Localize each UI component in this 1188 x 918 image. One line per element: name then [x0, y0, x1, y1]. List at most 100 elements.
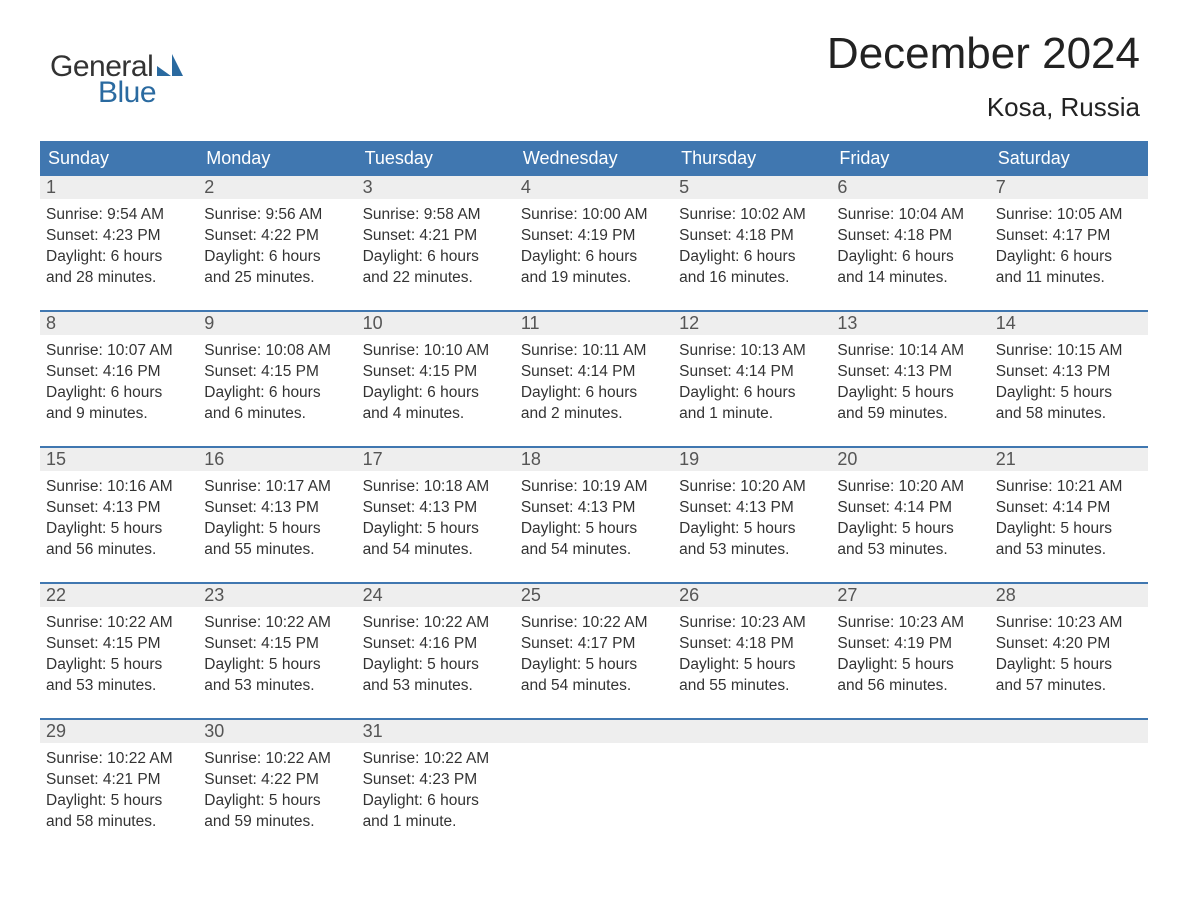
sunrise-line: Sunrise: 10:22 AM	[363, 613, 509, 634]
daylight-line-1: Daylight: 6 hours	[363, 383, 509, 404]
sunrise-line: Sunrise: 10:22 AM	[46, 613, 192, 634]
sunrise-line: Sunrise: 10:23 AM	[996, 613, 1142, 634]
brand-name-2: Blue	[98, 76, 183, 110]
day-cell: 31Sunrise: 10:22 AMSunset: 4:23 PMDaylig…	[357, 720, 515, 840]
day-details: Sunrise: 10:21 AMSunset: 4:14 PMDaylight…	[990, 471, 1148, 567]
sunrise-line: Sunrise: 10:18 AM	[363, 477, 509, 498]
day-number: 28	[990, 584, 1148, 607]
sunset-line: Sunset: 4:13 PM	[363, 498, 509, 519]
sunset-line: Sunset: 4:18 PM	[679, 226, 825, 247]
day-cell: 27Sunrise: 10:23 AMSunset: 4:19 PMDaylig…	[831, 584, 989, 704]
day-number: 9	[198, 312, 356, 335]
sunset-line: Sunset: 4:16 PM	[363, 634, 509, 655]
day-details: Sunrise: 10:22 AMSunset: 4:21 PMDaylight…	[40, 743, 198, 839]
sunrise-line: Sunrise: 9:54 AM	[46, 205, 192, 226]
day-number: 13	[831, 312, 989, 335]
daylight-line-1: Daylight: 5 hours	[837, 519, 983, 540]
day-details: Sunrise: 10:05 AMSunset: 4:17 PMDaylight…	[990, 199, 1148, 295]
daylight-line-1: Daylight: 5 hours	[46, 655, 192, 676]
day-cell: 29Sunrise: 10:22 AMSunset: 4:21 PMDaylig…	[40, 720, 198, 840]
sunrise-line: Sunrise: 10:05 AM	[996, 205, 1142, 226]
day-number: 29	[40, 720, 198, 743]
day-cell: 17Sunrise: 10:18 AMSunset: 4:13 PMDaylig…	[357, 448, 515, 568]
daylight-line-2: and 9 minutes.	[46, 404, 192, 425]
day-number: 22	[40, 584, 198, 607]
daylight-line-1: Daylight: 6 hours	[521, 383, 667, 404]
sunrise-line: Sunrise: 10:21 AM	[996, 477, 1142, 498]
weekday-header: Friday	[831, 141, 989, 176]
daylight-line-2: and 56 minutes.	[46, 540, 192, 561]
sunset-line: Sunset: 4:17 PM	[996, 226, 1142, 247]
sunrise-line: Sunrise: 10:19 AM	[521, 477, 667, 498]
day-cell: 26Sunrise: 10:23 AMSunset: 4:18 PMDaylig…	[673, 584, 831, 704]
daylight-line-1: Daylight: 5 hours	[837, 383, 983, 404]
weekday-header-row: Sunday Monday Tuesday Wednesday Thursday…	[40, 141, 1148, 176]
title-block: December 2024 Kosa, Russia	[827, 30, 1140, 123]
sunrise-line: Sunrise: 10:07 AM	[46, 341, 192, 362]
brand-logo: General Blue	[50, 50, 183, 110]
daylight-line-1: Daylight: 5 hours	[46, 791, 192, 812]
daylight-line-2: and 4 minutes.	[363, 404, 509, 425]
header: General Blue December 2024 Kosa, Russia	[40, 30, 1148, 123]
day-cell: 2Sunrise: 9:56 AMSunset: 4:22 PMDaylight…	[198, 176, 356, 296]
day-details: Sunrise: 10:04 AMSunset: 4:18 PMDaylight…	[831, 199, 989, 295]
day-details: Sunrise: 10:14 AMSunset: 4:13 PMDaylight…	[831, 335, 989, 431]
sunrise-line: Sunrise: 10:22 AM	[363, 749, 509, 770]
daylight-line-1: Daylight: 5 hours	[363, 519, 509, 540]
day-cell: 12Sunrise: 10:13 AMSunset: 4:14 PMDaylig…	[673, 312, 831, 432]
daylight-line-1: Daylight: 6 hours	[204, 383, 350, 404]
day-details: Sunrise: 10:22 AMSunset: 4:16 PMDaylight…	[357, 607, 515, 703]
day-number: 14	[990, 312, 1148, 335]
day-details: Sunrise: 10:00 AMSunset: 4:19 PMDaylight…	[515, 199, 673, 295]
daylight-line-1: Daylight: 5 hours	[204, 655, 350, 676]
sunset-line: Sunset: 4:21 PM	[363, 226, 509, 247]
sunset-line: Sunset: 4:13 PM	[204, 498, 350, 519]
daylight-line-2: and 53 minutes.	[837, 540, 983, 561]
sunrise-line: Sunrise: 10:22 AM	[46, 749, 192, 770]
sunrise-line: Sunrise: 10:13 AM	[679, 341, 825, 362]
daylight-line-1: Daylight: 6 hours	[46, 247, 192, 268]
sunset-line: Sunset: 4:13 PM	[521, 498, 667, 519]
weekday-header: Sunday	[40, 141, 198, 176]
sunrise-line: Sunrise: 10:14 AM	[837, 341, 983, 362]
sunset-line: Sunset: 4:15 PM	[363, 362, 509, 383]
day-details: Sunrise: 10:19 AMSunset: 4:13 PMDaylight…	[515, 471, 673, 567]
sunrise-line: Sunrise: 10:22 AM	[521, 613, 667, 634]
daylight-line-2: and 54 minutes.	[363, 540, 509, 561]
day-cell: 22Sunrise: 10:22 AMSunset: 4:15 PMDaylig…	[40, 584, 198, 704]
day-number: 3	[357, 176, 515, 199]
day-details: Sunrise: 10:23 AMSunset: 4:20 PMDaylight…	[990, 607, 1148, 703]
calendar-week: 15Sunrise: 10:16 AMSunset: 4:13 PMDaylig…	[40, 446, 1148, 568]
sunset-line: Sunset: 4:14 PM	[679, 362, 825, 383]
day-cell: 23Sunrise: 10:22 AMSunset: 4:15 PMDaylig…	[198, 584, 356, 704]
day-cell: 10Sunrise: 10:10 AMSunset: 4:15 PMDaylig…	[357, 312, 515, 432]
day-cell: 1Sunrise: 9:54 AMSunset: 4:23 PMDaylight…	[40, 176, 198, 296]
day-details: Sunrise: 10:22 AMSunset: 4:22 PMDaylight…	[198, 743, 356, 839]
daylight-line-2: and 53 minutes.	[679, 540, 825, 561]
empty-day-cell	[831, 720, 989, 840]
day-cell: 30Sunrise: 10:22 AMSunset: 4:22 PMDaylig…	[198, 720, 356, 840]
daylight-line-1: Daylight: 6 hours	[679, 247, 825, 268]
day-details: Sunrise: 10:20 AMSunset: 4:14 PMDaylight…	[831, 471, 989, 567]
day-number: 10	[357, 312, 515, 335]
day-number: 23	[198, 584, 356, 607]
daylight-line-2: and 53 minutes.	[363, 676, 509, 697]
day-cell: 25Sunrise: 10:22 AMSunset: 4:17 PMDaylig…	[515, 584, 673, 704]
sunrise-line: Sunrise: 10:11 AM	[521, 341, 667, 362]
daylight-line-2: and 55 minutes.	[679, 676, 825, 697]
day-cell: 15Sunrise: 10:16 AMSunset: 4:13 PMDaylig…	[40, 448, 198, 568]
day-number: 25	[515, 584, 673, 607]
day-details: Sunrise: 9:54 AMSunset: 4:23 PMDaylight:…	[40, 199, 198, 295]
day-details: Sunrise: 10:23 AMSunset: 4:18 PMDaylight…	[673, 607, 831, 703]
daylight-line-1: Daylight: 5 hours	[46, 519, 192, 540]
calendar-week: 22Sunrise: 10:22 AMSunset: 4:15 PMDaylig…	[40, 582, 1148, 704]
sunset-line: Sunset: 4:22 PM	[204, 770, 350, 791]
day-cell: 11Sunrise: 10:11 AMSunset: 4:14 PMDaylig…	[515, 312, 673, 432]
daylight-line-2: and 53 minutes.	[46, 676, 192, 697]
day-details: Sunrise: 10:15 AMSunset: 4:13 PMDaylight…	[990, 335, 1148, 431]
sunset-line: Sunset: 4:14 PM	[837, 498, 983, 519]
day-number: 30	[198, 720, 356, 743]
day-cell: 20Sunrise: 10:20 AMSunset: 4:14 PMDaylig…	[831, 448, 989, 568]
sunset-line: Sunset: 4:13 PM	[46, 498, 192, 519]
day-details: Sunrise: 10:22 AMSunset: 4:15 PMDaylight…	[198, 607, 356, 703]
